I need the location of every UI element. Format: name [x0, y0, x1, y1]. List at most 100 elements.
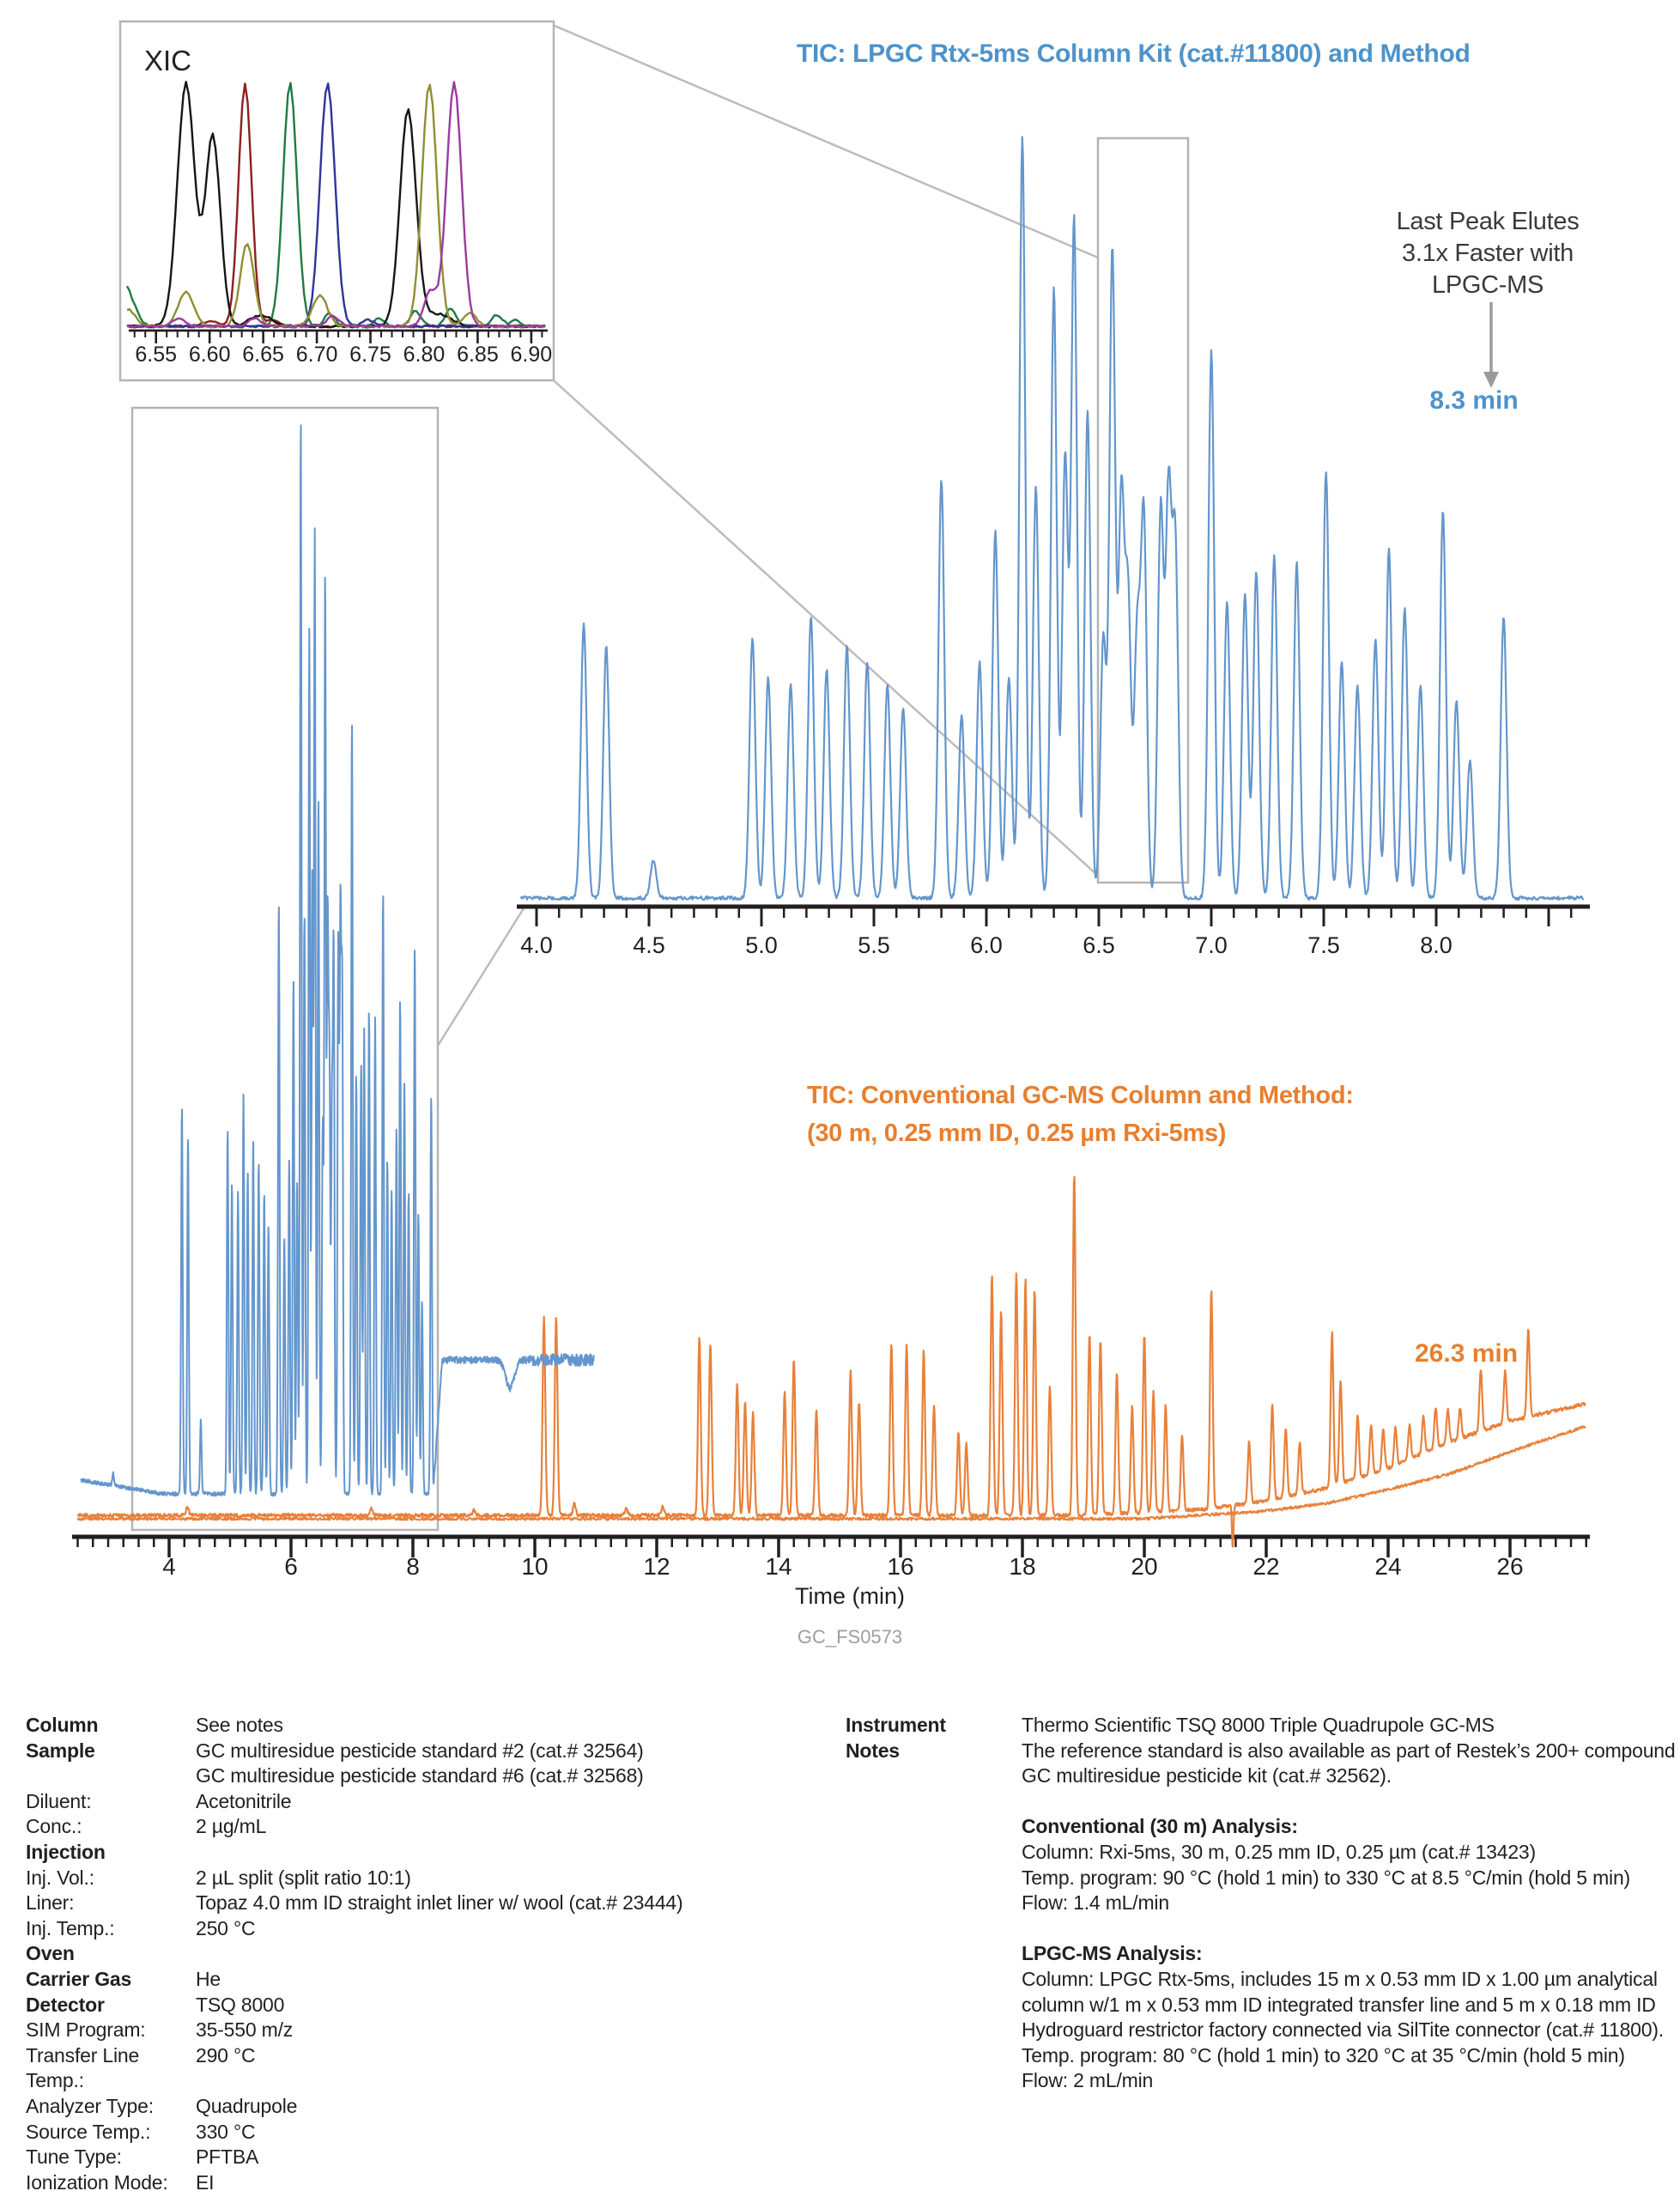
lpgc-axis-tick-label: 6.5 [1083, 932, 1115, 958]
method-row: Source Temp.: 330 °C [26, 2120, 833, 2145]
method-row: GC multiresidue pesticide standard #6 (c… [26, 1763, 833, 1789]
method-label [846, 1993, 1022, 2018]
method-row: Column: LPGC Rtx-5ms, includes 15 m x 0.… [846, 1967, 1674, 1993]
bottom-axis-tick-label: 8 [406, 1553, 420, 1580]
method-value: The reference standard is also available… [1022, 1739, 1676, 1762]
lpgc-overlay-trace [80, 424, 595, 1497]
lpgc-expanded-trace [519, 136, 1585, 901]
method-row: Flow: 2 mL/min [846, 2068, 1674, 2094]
method-label [846, 1789, 1022, 1815]
method-value: GC multiresidue pesticide kit (cat.# 325… [1022, 1764, 1392, 1787]
method-row: Conc.: 2 µg/mL [26, 1814, 833, 1840]
xic-traces-group [125, 81, 546, 329]
method-label [26, 1763, 196, 1789]
method-value: Quadrupole [196, 2094, 298, 2117]
bottom-axis-tick-label: 18 [1009, 1553, 1035, 1580]
bottom-axis-tick-label: 22 [1252, 1553, 1279, 1580]
lpgc-axis-tick-label: 6.0 [970, 932, 1003, 958]
method-label: Liner: [26, 1891, 75, 1915]
method-value: 290 °C [196, 2043, 256, 2067]
method-label: Notes [846, 1739, 900, 1762]
conventional-panel-title-line1: TIC: Conventional GC-MS Column and Metho… [807, 1082, 1354, 1109]
xic-axis-tick-label: 6.80 [403, 343, 446, 367]
method-label [846, 1814, 1022, 1840]
method-value: PFTBA [196, 2145, 259, 2169]
method-value: Column: LPGC Rtx-5ms, includes 15 m x 0.… [1022, 1967, 1658, 1990]
conventional-last-peak-time: 26.3 min [1415, 1339, 1519, 1368]
method-row: Inj. Temp.: 250 °C [26, 1916, 833, 1942]
conventional-panel-title: TIC: Conventional GC-MS Column and Metho… [807, 1077, 1354, 1152]
zoom-callout-line [436, 907, 525, 1047]
zoom-callout-line [554, 380, 1099, 877]
method-label [846, 1866, 1022, 1891]
lpgc-panel-title: TIC: LPGC Rtx-5ms Column Kit (cat.#11800… [797, 39, 1471, 68]
method-value: 250 °C [196, 1916, 256, 1939]
method-value: 35-550 m/z [196, 2018, 294, 2042]
bottom-axis-tick-label: 10 [521, 1553, 548, 1580]
method-row: Conventional (30 m) Analysis: [846, 1814, 1674, 1840]
method-value: Temp. program: 90 °C (hold 1 min) to 330… [1022, 1866, 1630, 1889]
method-label [846, 2043, 1022, 2069]
method-label: Detector [26, 1993, 105, 2016]
zoom-region-box-bottom [130, 406, 440, 1532]
method-row: Flow: 1.4 mL/min [846, 1891, 1674, 1916]
xic-axis-tick-label: 6.65 [242, 343, 284, 367]
method-label: Diluent: [26, 1789, 92, 1812]
method-value: He [196, 1967, 221, 1990]
conventional-panel-title-line2: (30 m, 0.25 mm ID, 0.25 µm Rxi-5ms) [807, 1120, 1227, 1147]
last-peak-annotation-line2: 3.1x Faster with [1402, 240, 1574, 267]
method-row: Column See notes [26, 1713, 833, 1739]
bottom-axis-tick-label: 24 [1374, 1553, 1401, 1580]
method-row: Transfer Line Temp.: 290 °C [26, 2043, 833, 2094]
chromatogram-figure-svg: 4.0 4.5 5.0 5.5 6.0 6.5 7.0 7.5 8.0 4 6 8 10 12 14 16 18… [72, 20, 1590, 1580]
method-row: Hydroguard restrictor factory connected … [846, 2018, 1674, 2043]
method-row: Injection [26, 1840, 833, 1866]
figure-id-watermark: GC_FS0573 [797, 1626, 903, 1648]
method-row: Temp. program: 90 °C (hold 1 min) to 330… [846, 1866, 1674, 1891]
last-peak-annotation-line1: Last Peak Elutes [1396, 208, 1580, 235]
method-row: Column: Rxi-5ms, 30 m, 0.25 mm ID, 0.25 … [846, 1840, 1674, 1866]
xic-axis-tick-label: 6.70 [296, 343, 338, 367]
method-label [846, 1941, 1022, 1967]
lpgc-axis-tick-label: 7.0 [1195, 932, 1228, 958]
method-value: 330 °C [196, 2120, 256, 2143]
method-row: Carrier Gas He [26, 1967, 833, 1993]
method-label: SIM Program: [26, 2018, 146, 2042]
method-label: Ionization Mode: [26, 2170, 168, 2191]
conventional-trace-run1 [76, 1175, 1586, 1548]
method-label [846, 2018, 1022, 2043]
method-value: Hydroguard restrictor factory connected … [1022, 2018, 1664, 2042]
bottom-axis-tick-label: 14 [765, 1553, 791, 1580]
conventional-trace-run2 [76, 1425, 1586, 1521]
xic-trace-navy [126, 82, 546, 329]
method-value: EI [196, 2170, 215, 2191]
method-row: Liner: Topaz 4.0 mm ID straight inlet lin… [26, 1891, 833, 1916]
xic-axis-tick-label: 6.55 [135, 343, 177, 367]
method-label: Sample [26, 1739, 95, 1762]
xic-panel-label: XIC [144, 45, 191, 76]
method-row: Tune Type: PFTBA [26, 2145, 833, 2170]
zoom-callout-line [554, 24, 1099, 259]
lpgc-axis-tick-label: 7.5 [1307, 932, 1340, 958]
bottom-axis-tick-label: 26 [1496, 1553, 1523, 1580]
method-row: SIM Program: 35-550 m/z [26, 2018, 833, 2043]
method-label [846, 1967, 1022, 1993]
method-value: GC multiresidue pesticide standard #2 (c… [196, 1739, 644, 1762]
method-row: GC multiresidue pesticide kit (cat.# 325… [846, 1763, 1674, 1789]
method-label [846, 2068, 1022, 2094]
method-label: Transfer Line Temp.: [26, 2043, 140, 2092]
method-row: Analyzer Type: Quadrupole [26, 2094, 833, 2120]
last-peak-arrow-head [1483, 372, 1499, 388]
method-value: 2 µL split (split ratio 10:1) [196, 1866, 411, 1889]
method-value: Temp. program: 80 °C (hold 1 min) to 320… [1022, 2043, 1625, 2067]
method-value: column w/1 m x 0.53 mm ID integrated tra… [1022, 1993, 1656, 2016]
method-value: LPGC-MS Analysis: [1022, 1942, 1203, 1965]
method-row: Ionization Mode: EI [26, 2170, 833, 2191]
method-label [846, 1916, 1022, 1942]
last-peak-annotation-line3: LPGC-MS [1431, 271, 1544, 299]
method-label: Carrier Gas [26, 1967, 132, 1990]
method-value: Thermo Scientific TSQ 8000 Triple Quadru… [1022, 1714, 1495, 1736]
method-value: Conventional (30 m) Analysis: [1022, 1815, 1298, 1838]
method-label: Injection [26, 1840, 106, 1863]
